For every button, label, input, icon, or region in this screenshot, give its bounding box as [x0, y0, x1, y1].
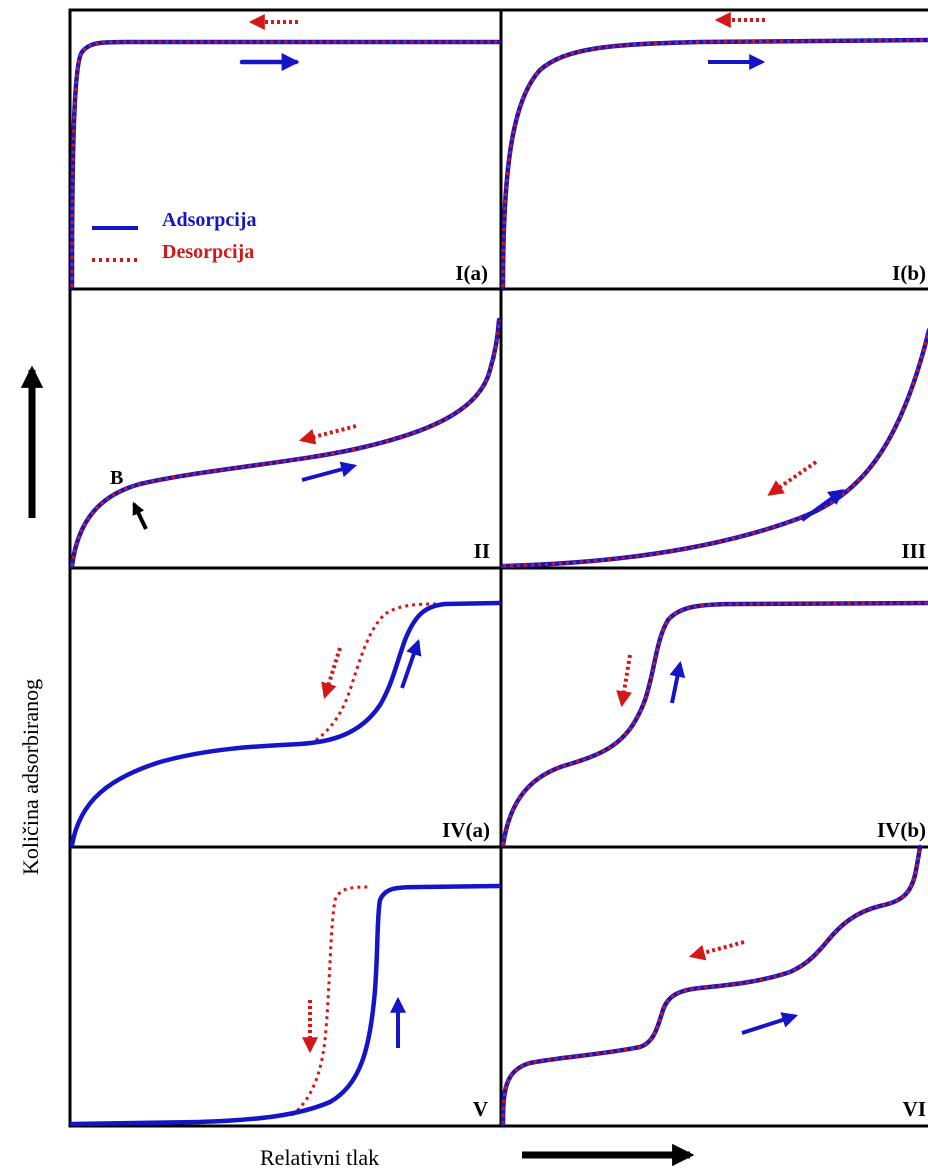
- panel-I(b): I(b): [500, 12, 928, 290]
- desorption-curve-IV(a): [309, 602, 441, 746]
- panel-frame-IV(b): [499, 566, 928, 849]
- panel-label-III: III: [901, 539, 926, 563]
- desorption-curve-I(b): [501, 38, 928, 288]
- y-axis-label: Količina adsorbiranog: [18, 679, 43, 875]
- panel-frames: [68, 8, 928, 1128]
- panel-frame-VI: [499, 845, 928, 1128]
- adsorption-direction-arrow: [669, 660, 686, 704]
- adsorption-curve-III: [500, 327, 928, 569]
- adsorption-curve-V: [69, 883, 502, 1127]
- panel-label-II: II: [474, 539, 490, 563]
- adsorption-curve-I(b): [500, 37, 928, 290]
- panel-III: III: [500, 327, 928, 569]
- desorption-curve-VI: [501, 846, 922, 1125]
- adsorption-direction-arrow: [741, 1012, 799, 1035]
- adsorption-curve-IV(b): [500, 600, 928, 848]
- panel-VI: VI: [500, 844, 926, 1127]
- adsorption-curve-I(a): [69, 39, 502, 290]
- panel-label-I(a): I(a): [455, 261, 488, 285]
- adsorption-direction-arrow: [400, 638, 422, 689]
- adsorption-direction-arrow: [800, 489, 845, 522]
- panel-frame-I(a): [68, 8, 503, 291]
- panel-frame-IV(a): [68, 566, 503, 849]
- panel-label-IV(b): IV(b): [877, 818, 926, 842]
- panel-frame-II: [68, 287, 503, 570]
- desorption-curve-V: [291, 885, 371, 1117]
- panel-label-I(b): I(b): [892, 261, 926, 285]
- adsorption-direction-arrow: [301, 461, 358, 482]
- desorption-curve-I(a): [70, 40, 499, 288]
- panel-V: V: [69, 883, 502, 1127]
- desorption-curve-III: [502, 329, 928, 568]
- desorption-curve-II: [70, 319, 501, 567]
- panel-I(a): Adsorpcija Desorpcija I(a): [69, 14, 502, 290]
- x-axis-label: Relativni tlak: [260, 1145, 379, 1170]
- desorption-direction-arrow: [688, 940, 745, 961]
- panel-label-V: V: [473, 1097, 488, 1121]
- adsorption-curve-IV(a): [69, 600, 502, 848]
- desorption-direction-arrow: [767, 460, 818, 496]
- panel-label-IV(a): IV(a): [442, 818, 490, 842]
- panel-frame-III: [499, 287, 928, 570]
- legend-adsorption-label: Adsorpcija: [162, 209, 256, 231]
- panel-IV(b): IV(b): [500, 600, 928, 848]
- panel-label-VI: VI: [903, 1097, 926, 1121]
- panel-IV(a): IV(a): [69, 600, 502, 848]
- desorption-direction-arrow: [616, 654, 632, 708]
- adsorption-curve-II: [69, 317, 502, 569]
- desorption-direction-arrow: [321, 647, 342, 700]
- point-b-label: B: [110, 467, 123, 489]
- panel-frame-I(b): [499, 8, 928, 291]
- panel-II: B II: [69, 317, 502, 569]
- desorption-curve-IV(b): [501, 601, 928, 846]
- legend-desorption-label: Desorpcija: [162, 241, 254, 263]
- point-b-arrow: [132, 501, 148, 530]
- desorption-direction-arrow: [298, 424, 357, 445]
